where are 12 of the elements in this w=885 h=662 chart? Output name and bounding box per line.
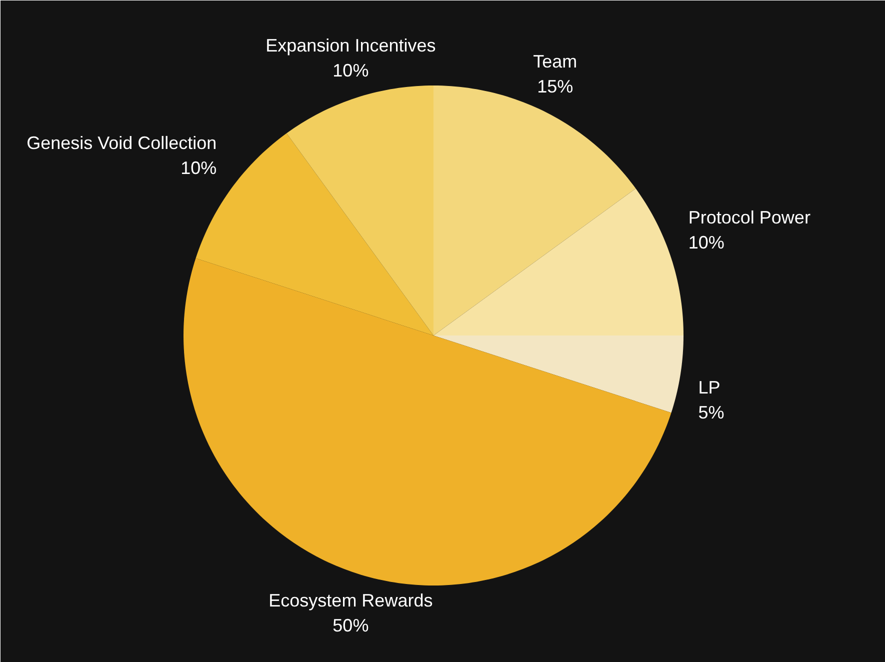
slice-label: Expansion Incentives xyxy=(266,36,436,56)
data-label: 50% xyxy=(332,615,369,636)
data-label: 15% xyxy=(537,76,574,97)
data-label: 5% xyxy=(698,402,724,422)
slice-label: Protocol Power xyxy=(688,208,810,228)
data-label: 10% xyxy=(332,60,369,81)
data-label: 10% xyxy=(180,158,217,178)
data-label: 10% xyxy=(688,232,724,253)
slice-label: LP xyxy=(698,377,720,398)
slice-label: Genesis Void Collection xyxy=(26,132,217,153)
slice-label: Ecosystem Rewards xyxy=(268,590,433,610)
slice-label: Team xyxy=(533,52,578,72)
